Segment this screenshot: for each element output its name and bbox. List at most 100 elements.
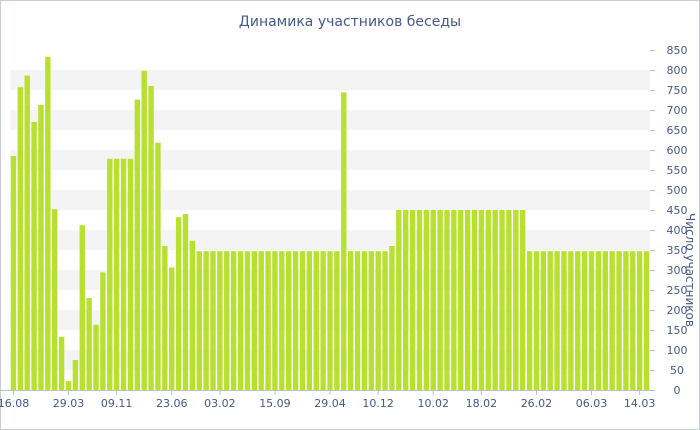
bar (347, 251, 354, 390)
bar (251, 251, 257, 390)
chart-title: Динамика участников беседы (238, 14, 462, 30)
bar (38, 104, 44, 391)
bar (451, 210, 457, 390)
y-tick-label: 700 (667, 104, 688, 117)
grid-band (10, 190, 650, 210)
bar (230, 251, 237, 390)
bar (93, 324, 99, 390)
bar (444, 210, 450, 390)
bar (533, 251, 540, 390)
y-tick-label: 800 (667, 64, 688, 77)
bar (265, 251, 271, 390)
bar (540, 251, 547, 390)
x-axis-ticks: 16.08 29.03 09.11 23.06 03.02 15.09 29.04 10.12… (0, 390, 655, 410)
bar (65, 381, 72, 390)
bar (189, 240, 196, 390)
bar (630, 251, 636, 390)
bar (31, 122, 37, 390)
bar (175, 217, 182, 390)
bar (430, 210, 436, 390)
bar (141, 70, 147, 391)
bar (17, 87, 24, 390)
y-tick-label: 850 (667, 44, 688, 57)
bar (354, 251, 361, 390)
bar (602, 251, 608, 390)
y-tick-label: 400 (667, 224, 688, 237)
y-tick-label: 550 (667, 164, 688, 177)
bar (272, 251, 278, 390)
bar (86, 298, 92, 390)
grid-band (10, 150, 650, 170)
bar (375, 251, 381, 390)
y-tick-label: 750 (667, 84, 688, 97)
bar (10, 156, 17, 390)
bar (636, 251, 643, 390)
bar (368, 251, 374, 390)
bar (169, 267, 175, 390)
bar (643, 251, 650, 390)
bar (237, 251, 244, 390)
bar (588, 251, 595, 390)
bar (561, 251, 567, 390)
bar (464, 210, 471, 390)
y-tick-label: 650 (667, 124, 688, 137)
bar (403, 210, 409, 390)
y-tick-label: 150 (667, 324, 688, 337)
bar (292, 251, 299, 390)
y-tick-label: 200 (667, 304, 688, 317)
bar (623, 251, 629, 390)
bar (155, 142, 161, 390)
bar (609, 251, 615, 390)
bar (148, 86, 154, 390)
grid-band (10, 110, 650, 130)
bar (45, 56, 51, 391)
bar (244, 251, 251, 390)
bar (341, 92, 347, 391)
bar (499, 210, 505, 390)
bar (196, 251, 202, 390)
bar (203, 251, 209, 390)
bar (492, 210, 498, 390)
bar (616, 251, 622, 390)
bar (217, 251, 223, 390)
bar (513, 210, 519, 390)
y-tick-label: 350 (667, 244, 688, 257)
bar (100, 272, 106, 390)
grid-band (10, 230, 650, 250)
bar (306, 251, 313, 390)
x-tick-label: 15.09 (259, 397, 291, 410)
bar (134, 99, 140, 390)
y-tick-label: 300 (667, 264, 688, 277)
bar (423, 210, 430, 390)
bar (313, 251, 319, 390)
bar (382, 251, 388, 390)
bar (581, 251, 588, 390)
bar (286, 251, 292, 390)
bar (554, 251, 560, 390)
y-tick-label: 450 (667, 204, 688, 217)
x-tick-label: 14.03 (624, 397, 656, 410)
x-tick-label: 18.02 (466, 397, 498, 410)
bar (389, 246, 395, 390)
y-tick-label: 250 (667, 284, 688, 297)
bar (416, 210, 423, 390)
y-tick-label: 500 (667, 184, 688, 197)
grid-band (10, 70, 650, 90)
bar (299, 251, 306, 390)
bar (526, 251, 533, 390)
bar (568, 251, 574, 390)
x-tick-label: 16.08 (0, 397, 29, 410)
bar (478, 210, 485, 390)
bar (547, 251, 553, 390)
y-tick-label: 100 (667, 344, 688, 357)
bar (458, 210, 464, 390)
bar (113, 158, 120, 390)
bar (52, 209, 58, 390)
bar (520, 210, 526, 390)
bar (506, 210, 512, 390)
bar (485, 210, 491, 390)
x-tick-label: 23.06 (156, 397, 188, 410)
y-axis-ticks: 0 50 100 150 200 250 300 350 400 450 500 550 600 650 7… (650, 44, 688, 397)
x-tick-label: 06.03 (576, 397, 608, 410)
x-tick-label: 09.11 (101, 397, 133, 410)
